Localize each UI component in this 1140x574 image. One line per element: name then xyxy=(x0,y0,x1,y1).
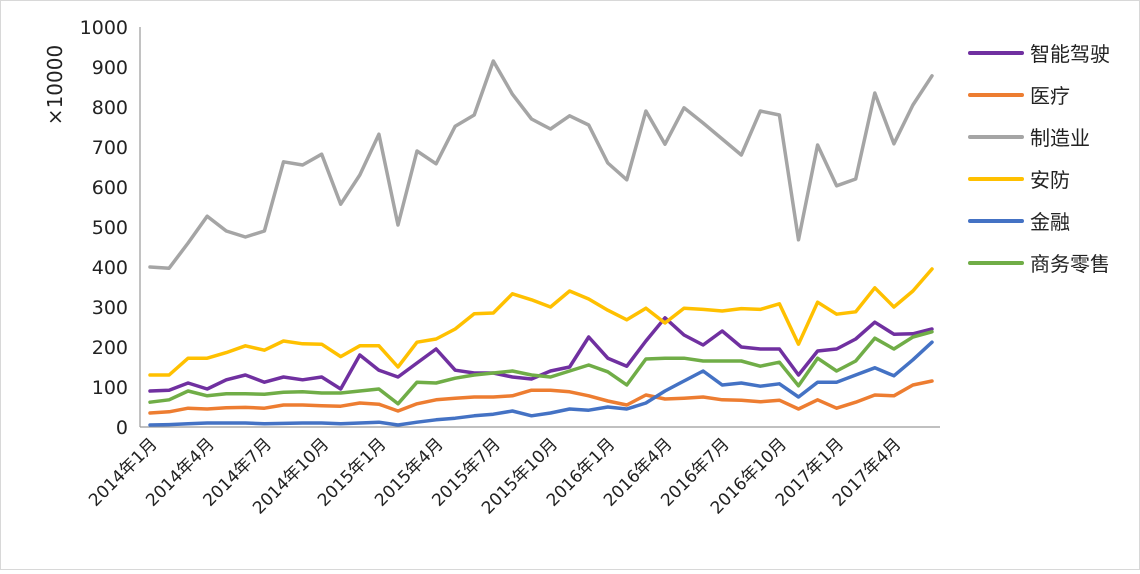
series-line-3 xyxy=(148,267,934,377)
legend-label-1: 医疗 xyxy=(1030,84,1070,108)
legend-label-5: 商务零售 xyxy=(1030,252,1110,276)
series-line-1 xyxy=(148,379,934,415)
legend-label-2: 制造业 xyxy=(1030,126,1090,150)
series-line-2 xyxy=(148,59,934,270)
y-tick-label: 500 xyxy=(92,217,128,239)
y-tick-label: 0 xyxy=(116,417,128,439)
y-tick-label: 200 xyxy=(92,337,128,359)
y-tick-label: 300 xyxy=(92,297,128,319)
series-line-5 xyxy=(148,330,934,406)
series-line-0 xyxy=(148,316,934,393)
y-tick-label: 1000 xyxy=(80,17,128,39)
y-tick-labels: 0 100 200 300 400 500 600 700 800 900 1000 xyxy=(80,17,128,439)
y-tick-label: 400 xyxy=(92,257,128,279)
y-tick-label: 700 xyxy=(92,137,128,159)
y-axis-label: ×10000 xyxy=(43,45,67,125)
legend-label-0: 智能驾驶 xyxy=(1030,42,1110,66)
x-tick-labels: 2014年1月2014年4月2014年7月2014年10月2015年1月2015… xyxy=(85,434,905,518)
y-tick-label: 900 xyxy=(92,57,128,79)
legend-label-3: 安防 xyxy=(1030,168,1070,192)
y-tick-label: 100 xyxy=(92,377,128,399)
y-tick-label: 600 xyxy=(92,177,128,199)
series-layer xyxy=(148,59,934,427)
y-tick-label: 800 xyxy=(92,97,128,119)
series-line-4 xyxy=(148,340,934,427)
legend-label-4: 金融 xyxy=(1030,210,1070,234)
